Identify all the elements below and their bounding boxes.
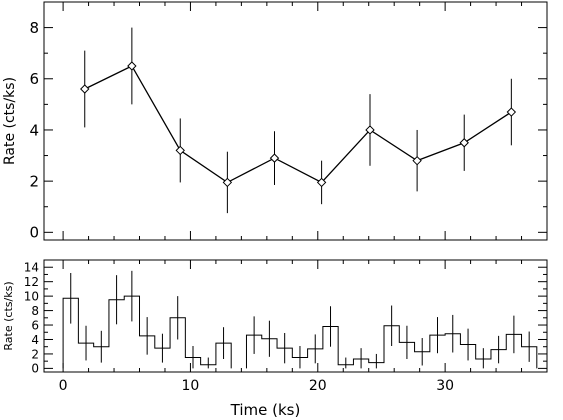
top-ylabel: Rate (cts/ks) (2, 77, 18, 165)
data-point (365, 125, 375, 135)
data-point (175, 145, 185, 156)
data-point (80, 84, 90, 94)
bottom-ytick-label: 14 (24, 261, 39, 275)
series-line (84, 65, 512, 184)
top-ytick-label: 8 (29, 19, 39, 37)
data-point (222, 177, 233, 188)
top-ytick-label: 2 (29, 173, 39, 191)
bottom-xtick-label: 20 (309, 378, 327, 394)
data-point (127, 61, 137, 71)
bottom-ytick-label: 2 (31, 347, 39, 361)
bottom-frame (43, 259, 548, 373)
bottom-xtick-label: 10 (182, 378, 200, 394)
data-point (316, 177, 327, 188)
bottom-ytick-label: 0 (31, 362, 39, 376)
data-point (269, 153, 280, 163)
bottom-xlabel: Time (ks) (230, 401, 301, 419)
top-frame (43, 1, 548, 241)
top-axes: 0 2 4 6 8 Rate (cts/ks) (2, 1, 548, 242)
data-point (459, 138, 469, 148)
data-point (506, 107, 517, 117)
bottom-ytick-label: 8 (31, 304, 39, 318)
top-ytick-label: 6 (29, 70, 39, 88)
top-ytick-label: 0 (29, 224, 39, 242)
data-point (412, 155, 422, 166)
bottom-ytick-label: 6 (31, 318, 39, 332)
bottom-ytick-label: 10 (24, 289, 39, 303)
bottom-ylabel: Rate (cts/ks) (2, 281, 15, 350)
bottom-series (62, 270, 538, 369)
bottom-ytick-label: 4 (31, 333, 39, 347)
bottom-xtick-label: 0 (59, 378, 68, 394)
top-ytick-label: 4 (29, 121, 39, 139)
bottom-xtick-label: 30 (436, 378, 454, 394)
bottom-ytick-label: 12 (24, 275, 39, 289)
top-series (80, 27, 517, 214)
